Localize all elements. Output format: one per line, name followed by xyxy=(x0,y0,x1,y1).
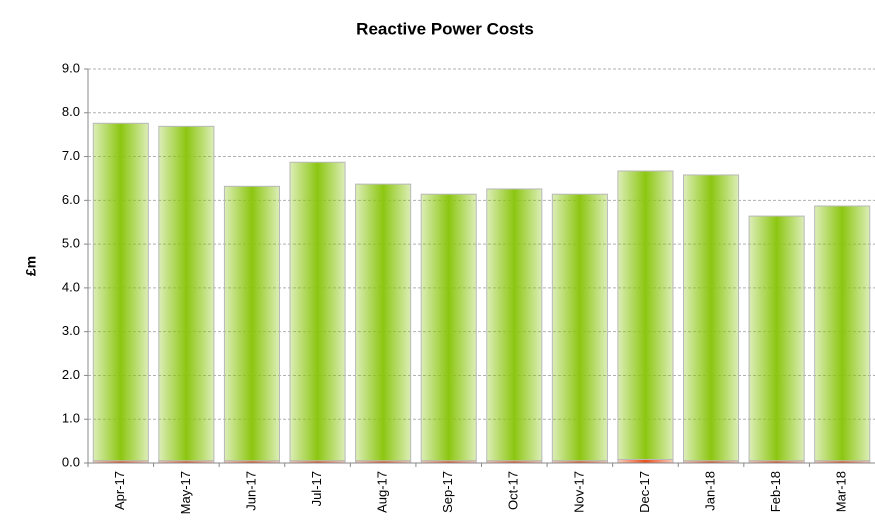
x-tick-label: Jan-18 xyxy=(702,471,717,511)
y-tick-label: 5.0 xyxy=(62,236,80,251)
x-tick-label: Mar-18 xyxy=(834,471,849,512)
y-tick-label: 4.0 xyxy=(62,279,80,294)
x-tick-label: Sep-17 xyxy=(440,471,455,513)
bar xyxy=(748,215,805,462)
y-tick-label: 6.0 xyxy=(62,192,80,207)
y-tick-label: 8.0 xyxy=(62,104,80,119)
y-tick-label: 3.0 xyxy=(62,323,80,338)
x-tick-label: Dec-17 xyxy=(637,471,652,513)
y-tick-label: 0.0 xyxy=(62,454,80,469)
bar xyxy=(617,170,674,460)
y-tick-label: 2.0 xyxy=(62,367,80,382)
bar xyxy=(486,188,543,462)
x-tick-label: Feb-18 xyxy=(768,471,783,512)
bar xyxy=(92,122,149,462)
bar xyxy=(551,193,608,462)
bar xyxy=(814,205,871,462)
y-tick-label: 1.0 xyxy=(62,411,80,426)
x-tick-label: Oct-17 xyxy=(506,471,521,510)
x-tick-label: Nov-17 xyxy=(571,471,586,513)
x-tick-label: May-17 xyxy=(178,471,193,514)
bar xyxy=(223,185,281,462)
x-tick-label: Jul-17 xyxy=(309,471,324,506)
y-axis-label: £m xyxy=(23,256,39,276)
chart-title: Reactive Power Costs xyxy=(356,19,534,38)
y-tick-label: 7.0 xyxy=(62,148,80,163)
bar xyxy=(355,183,412,462)
bar xyxy=(617,458,674,464)
bar xyxy=(682,174,740,462)
bar xyxy=(420,193,477,462)
x-tick-label: Jun-17 xyxy=(243,471,258,511)
bar xyxy=(289,161,346,462)
x-tick-label: Apr-17 xyxy=(112,471,127,510)
x-tick-label: Aug-17 xyxy=(375,471,390,513)
bar xyxy=(158,125,215,462)
y-tick-label: 9.0 xyxy=(62,60,80,75)
